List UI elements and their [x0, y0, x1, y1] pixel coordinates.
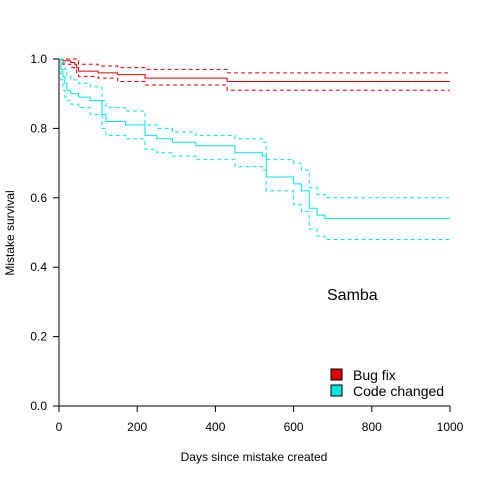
chart-annotation: Samba [327, 287, 378, 304]
y-tick-label: 0.2 [30, 330, 47, 344]
series-code-changed-ci-lower [59, 58, 450, 240]
x-tick-label: 1000 [437, 420, 464, 434]
x-tick-label: 200 [127, 420, 147, 434]
series-bug-fix-ci-upper [59, 58, 450, 74]
series-code-changed-ci-upper [59, 58, 450, 199]
y-tick-label: 0.6 [30, 191, 47, 205]
legend-swatch-code-changed [330, 384, 343, 397]
series-bug-fix-ci-lower [59, 58, 450, 91]
y-axis-ticks: 0.0 0.2 0.4 0.6 0.8 1.0 [30, 52, 59, 413]
y-tick-label: 0.4 [30, 260, 47, 274]
legend: Bug fix Code changed [330, 367, 444, 399]
y-axis-title: Mistake survival [3, 190, 17, 275]
legend-swatch-bug-fix [330, 368, 343, 381]
x-tick-label: 800 [362, 420, 382, 434]
x-axis-ticks: 0 200 400 600 800 1000 [56, 406, 464, 434]
x-tick-label: 400 [205, 420, 225, 434]
y-tick-label: 0.0 [30, 399, 47, 413]
y-tick-label: 1.0 [30, 52, 47, 66]
x-tick-label: 0 [56, 420, 63, 434]
legend-label-bug-fix: Bug fix [353, 367, 396, 383]
legend-label-code-changed: Code changed [353, 383, 444, 399]
y-tick-label: 0.8 [30, 121, 47, 135]
series-layer [59, 58, 450, 240]
x-axis-title: Days since mistake created [181, 450, 328, 464]
series-code-changed-line [59, 58, 450, 220]
x-tick-label: 600 [284, 420, 304, 434]
series-bug-fix-line [59, 58, 450, 83]
